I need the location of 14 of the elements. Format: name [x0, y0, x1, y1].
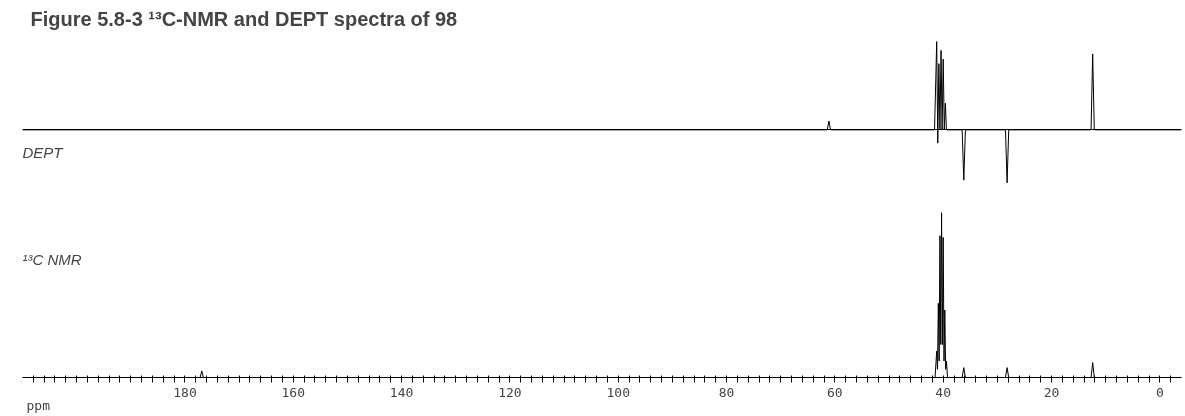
x-tick-label: 100	[606, 384, 630, 400]
x-tick-label: 40	[935, 384, 952, 400]
x-tick-label: 60	[827, 384, 843, 400]
x-tick-label: 120	[498, 384, 522, 400]
x-tick-label: 140	[389, 384, 414, 400]
x-tick-label: 80	[718, 384, 735, 400]
x-tick-label: 160	[281, 384, 306, 400]
chart-title: Figure 5.8-3 ¹³C-NMR and DEPT spectra of 98	[30, 7, 458, 30]
x-tick-label: 180	[173, 384, 197, 400]
x-tick-label: 20	[1043, 384, 1060, 400]
annotation: DEPT	[22, 143, 65, 161]
annotation: ¹³C NMR	[22, 250, 82, 268]
x-tick-label: 0	[1155, 384, 1164, 400]
x-axis-title: ppm	[26, 397, 51, 413]
